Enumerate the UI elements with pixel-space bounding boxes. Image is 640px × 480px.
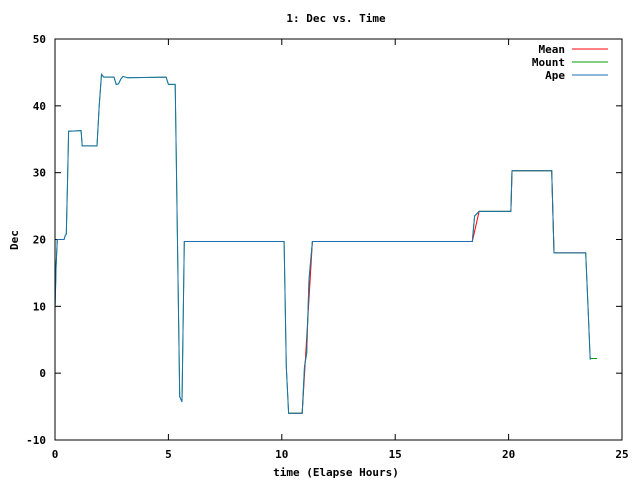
series-line-ape (54, 73, 591, 414)
y-tick-label: -10 (26, 434, 46, 447)
y-tick-label: 20 (33, 234, 46, 247)
series-line-mean (288, 170, 586, 414)
legend-label-ape: Ape (545, 69, 565, 82)
x-tick-label: 20 (502, 448, 515, 461)
y-tick-label: 40 (33, 100, 46, 113)
y-tick-label: 50 (33, 33, 46, 46)
series-layer (54, 73, 598, 414)
axis-ticks: 0 5 10 15 20 25 -10 0 10 20 30 40 50 (26, 33, 629, 461)
x-axis-label: time (Elapse Hours) (273, 466, 399, 479)
legend-label-mean: Mean (539, 43, 566, 56)
chart-title: 1: Dec vs. Time (286, 12, 386, 25)
y-axis-label: Dec (8, 230, 21, 250)
x-tick-label: 25 (615, 448, 628, 461)
x-tick-label: 10 (275, 448, 288, 461)
y-tick-label: 10 (33, 300, 46, 313)
series-line-mount (54, 73, 598, 414)
x-tick-label: 5 (165, 448, 172, 461)
x-tick-label: 15 (389, 448, 402, 461)
y-tick-label: 0 (39, 367, 46, 380)
legend-label-mount: Mount (532, 56, 565, 69)
x-tick-label: 0 (52, 448, 59, 461)
plot-frame (54, 38, 623, 441)
y-tick-label: 30 (33, 167, 46, 180)
